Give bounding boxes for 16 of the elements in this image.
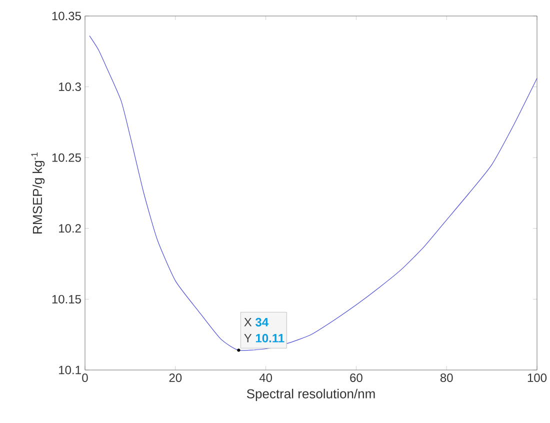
annotation: X 34 bbox=[244, 318, 268, 326]
y-axis-title: RMSEP/g kg$^{-1}$ bbox=[31, 152, 45, 234]
annotation: Y 10.11 bbox=[244, 334, 284, 342]
y-tick-label: 10.1 bbox=[59, 366, 81, 374]
y-tick-label: 10.2 bbox=[59, 224, 81, 233]
x-tick-label: 20 bbox=[169, 374, 182, 382]
x-tick-label: 40 bbox=[259, 374, 272, 382]
y-tick-label: 10.3 bbox=[59, 82, 81, 92]
y-tick-label: 10.25 bbox=[52, 153, 81, 162]
y-tick-label: 10.35 bbox=[52, 12, 81, 20]
x-tick-label: 80 bbox=[440, 374, 453, 382]
x-axis-title: Spectral resolution/nm bbox=[246, 388, 375, 401]
y-tick-label: 10.15 bbox=[52, 294, 81, 304]
x-tick-label: 0 bbox=[82, 374, 88, 382]
x-tick-label: 60 bbox=[350, 374, 362, 382]
x-tick-label: 100 bbox=[528, 374, 547, 382]
